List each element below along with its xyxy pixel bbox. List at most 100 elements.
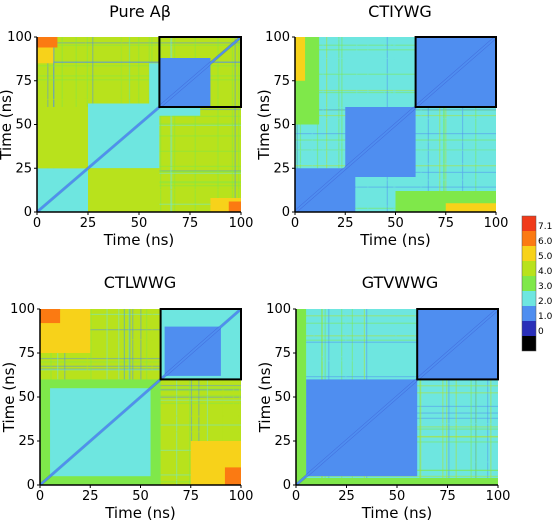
x-tick-label: 100 (486, 489, 511, 504)
x-tick-label: 0 (33, 216, 41, 231)
heatmap-texture (461, 37, 464, 212)
heatmap-texture (222, 309, 224, 485)
x-tick-label: 100 (229, 216, 254, 231)
heatmap-cell (40, 309, 61, 324)
heatmap-texture (194, 37, 196, 212)
colorbar-tick-label: 1.0 (538, 312, 553, 322)
heatmap-texture (420, 309, 422, 485)
y-tick-label: 100 (266, 302, 291, 317)
heatmap-cell (37, 107, 88, 169)
colorbar-swatch (522, 231, 536, 246)
heatmap-texture (37, 61, 241, 63)
heatmap-texture (445, 37, 447, 212)
heatmap-texture (296, 356, 498, 358)
heatmap-texture (234, 37, 236, 212)
x-tick-label: 75 (182, 216, 199, 231)
heatmap-texture (296, 376, 498, 378)
heatmap-texture (295, 44, 496, 46)
heatmap-texture (341, 37, 343, 212)
x-axis-label: Time (ns) (361, 504, 433, 522)
x-tick-label: 0 (292, 489, 300, 504)
y-tick-label: 0 (27, 478, 35, 493)
heatmap-texture (40, 361, 241, 363)
heatmap-texture (295, 49, 496, 51)
x-tick-label: 25 (82, 489, 99, 504)
heatmap-texture (470, 309, 472, 485)
x-tick-label: 75 (439, 489, 456, 504)
x-tick-label: 75 (437, 216, 454, 231)
colorbar-swatch (522, 306, 536, 321)
heatmap-texture (475, 309, 477, 485)
heatmap-texture (295, 73, 496, 75)
heatmap-texture (455, 309, 457, 485)
heatmap-texture (238, 37, 240, 212)
colorbar: 7.1 6.0 5.0 4.0 3.0 2.0 1.0 0 (521, 215, 553, 352)
x-tick-label: 0 (291, 216, 299, 231)
colorbar-swatch (522, 246, 536, 261)
y-tick-label: 75 (274, 346, 291, 361)
heatmap-texture (487, 309, 489, 485)
y-tick-label: 0 (283, 478, 291, 493)
y-tick-label: 75 (18, 346, 35, 361)
heatmap-texture (206, 309, 209, 485)
heatmap-cell (345, 107, 416, 177)
heatmap-texture (420, 37, 422, 212)
heatmap-texture (239, 309, 241, 485)
heatmap-texture (296, 315, 498, 317)
heatmap-texture (326, 37, 328, 212)
panel-title: CTLWWG (104, 273, 176, 292)
heatmap-texture (338, 37, 340, 212)
heatmap-texture (295, 179, 496, 181)
panel-title: CTIYWG (368, 2, 432, 21)
colorbar-swatch (522, 216, 536, 231)
colorbar-frame (521, 215, 537, 352)
heatmap-diagonal (37, 37, 241, 212)
colorbar-tick-label: 5.0 (538, 252, 553, 262)
heatmap-texture (443, 37, 445, 212)
x-axis-label: Time (ns) (359, 231, 431, 249)
heatmap-texture (295, 73, 496, 75)
heatmap-texture (40, 329, 241, 331)
heatmap-texture (174, 37, 176, 212)
heatmap-texture (37, 65, 241, 67)
colorbar-swatch (522, 336, 536, 351)
heatmap-texture (37, 75, 241, 77)
y-tick-label: 0 (24, 205, 32, 220)
colorbar-swatch (522, 291, 536, 306)
heatmap-texture (295, 91, 496, 94)
heatmap-texture (40, 339, 241, 341)
heatmap-diagonal (295, 37, 496, 212)
x-tick-label: 50 (387, 216, 404, 231)
panel-1: 0 25 50 75 100 0 25 50 75 100 Time (ns) Time (ns) CT… (255, 2, 508, 249)
heatmap-texture (160, 37, 162, 212)
colorbar-tick-label: 6.0 (538, 237, 553, 247)
y-axis-label: Time (ns) (255, 89, 273, 161)
heatmap-texture (443, 37, 445, 212)
heatmap-texture (296, 360, 498, 362)
y-tick-label: 50 (274, 390, 291, 405)
highlight-box (159, 308, 243, 381)
panel-title: GTVWWG (362, 273, 439, 292)
heatmap-area (40, 309, 241, 485)
colorbar-tick-label: 7.1 (538, 222, 552, 232)
highlight-box (414, 36, 498, 108)
heatmap-texture (295, 186, 496, 188)
heatmap-texture (40, 365, 241, 367)
heatmap-texture (40, 313, 241, 315)
x-tick-label: 50 (131, 216, 148, 231)
x-tick-label: 50 (132, 489, 149, 504)
heatmap-texture (322, 37, 324, 212)
heatmap-texture (446, 309, 448, 485)
heatmap-cell (296, 309, 307, 485)
heatmap-texture (37, 61, 241, 63)
heatmap-area (37, 37, 241, 212)
heatmap-cell (295, 37, 306, 81)
y-tick-label: 50 (18, 390, 35, 405)
heatmap-texture (442, 309, 444, 485)
y-tick-label: 50 (15, 118, 32, 133)
heatmap-texture (171, 37, 173, 212)
colorbar-tick-label: 0 (538, 327, 544, 337)
x-axis-label: Time (ns) (104, 504, 176, 522)
heatmap-texture (170, 37, 172, 212)
